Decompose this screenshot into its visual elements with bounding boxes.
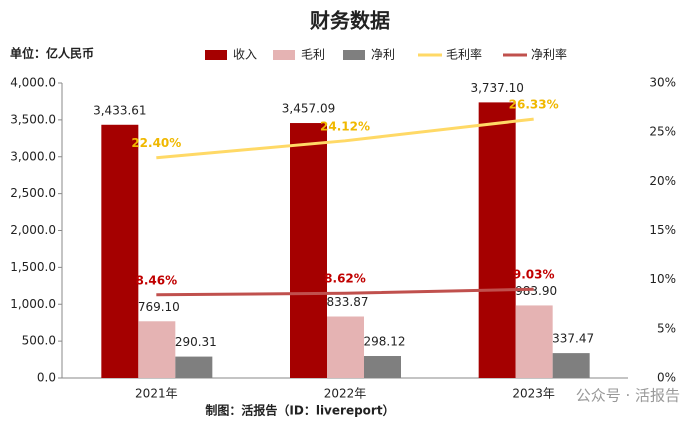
y-tick-label: 1,500.0 bbox=[10, 260, 56, 274]
y2-tick-label: 10% bbox=[649, 272, 676, 286]
y2-tick-label: 0% bbox=[657, 371, 676, 385]
y2-tick-label: 30% bbox=[649, 76, 676, 90]
data-label: 337.47 bbox=[552, 332, 594, 346]
legend-label: 收入 bbox=[233, 48, 257, 62]
bar bbox=[327, 316, 364, 378]
data-label: 769.10 bbox=[138, 300, 180, 314]
line bbox=[156, 117, 534, 160]
bar bbox=[101, 124, 139, 378]
data-label: 22.40% bbox=[131, 136, 181, 150]
legend-label: 毛利率 bbox=[446, 47, 482, 62]
y-tick-label: 2,000.0 bbox=[10, 223, 56, 237]
legend-label: 净利率 bbox=[531, 47, 567, 62]
y-tick-label: 4,000.0 bbox=[10, 76, 56, 90]
footer: 制图：活报告（ID：livereport） bbox=[205, 403, 394, 418]
x-tick-label: 2021年 bbox=[135, 387, 178, 401]
y-tick-label: 500.0 bbox=[22, 334, 56, 348]
data-label: 8.62% bbox=[324, 272, 366, 286]
data-label: 290.31 bbox=[175, 335, 217, 349]
data-label: 26.33% bbox=[509, 98, 559, 112]
y2-tick-label: 25% bbox=[649, 125, 676, 139]
bar bbox=[364, 356, 401, 378]
y-tick-label: 3,000.0 bbox=[10, 149, 56, 163]
chart-title: 财务数据 bbox=[310, 9, 390, 33]
data-label: 24.12% bbox=[320, 119, 370, 133]
x-tick-label: 2022年 bbox=[324, 387, 367, 401]
legend-label: 毛利 bbox=[301, 48, 325, 62]
legend-swatch bbox=[273, 50, 295, 60]
watermark: 公众号 · 活报告 bbox=[576, 387, 680, 405]
bar bbox=[552, 353, 590, 378]
legend-swatch bbox=[205, 50, 227, 60]
data-label: 3,457.09 bbox=[282, 102, 335, 116]
y-tick-label: 1,000.0 bbox=[10, 297, 56, 311]
y2-tick-label: 20% bbox=[649, 174, 676, 188]
data-label: 833.87 bbox=[327, 295, 369, 309]
x-tick-label: 2023年 bbox=[512, 387, 555, 401]
bar bbox=[478, 102, 516, 378]
data-label: 3,433.61 bbox=[93, 103, 146, 117]
bar bbox=[138, 321, 176, 378]
data-label: 8.46% bbox=[136, 273, 178, 287]
bar bbox=[515, 305, 553, 378]
y2-tick-label: 5% bbox=[657, 321, 676, 335]
bar bbox=[290, 123, 327, 378]
data-label: 983.90 bbox=[515, 284, 557, 298]
unit-label: 单位：亿人民币 bbox=[10, 46, 94, 61]
y-tick-label: 0.0 bbox=[37, 371, 56, 385]
line bbox=[156, 287, 534, 297]
y-tick-label: 3,500.0 bbox=[10, 112, 56, 126]
legend-label: 净利 bbox=[371, 48, 395, 62]
data-label: 9.03% bbox=[513, 268, 555, 282]
bar bbox=[175, 356, 213, 378]
y2-tick-label: 15% bbox=[649, 223, 676, 237]
data-label: 3,737.10 bbox=[470, 81, 523, 95]
data-label: 298.12 bbox=[364, 335, 406, 349]
legend-swatch bbox=[343, 50, 365, 60]
y-tick-label: 2,500.0 bbox=[10, 186, 56, 200]
